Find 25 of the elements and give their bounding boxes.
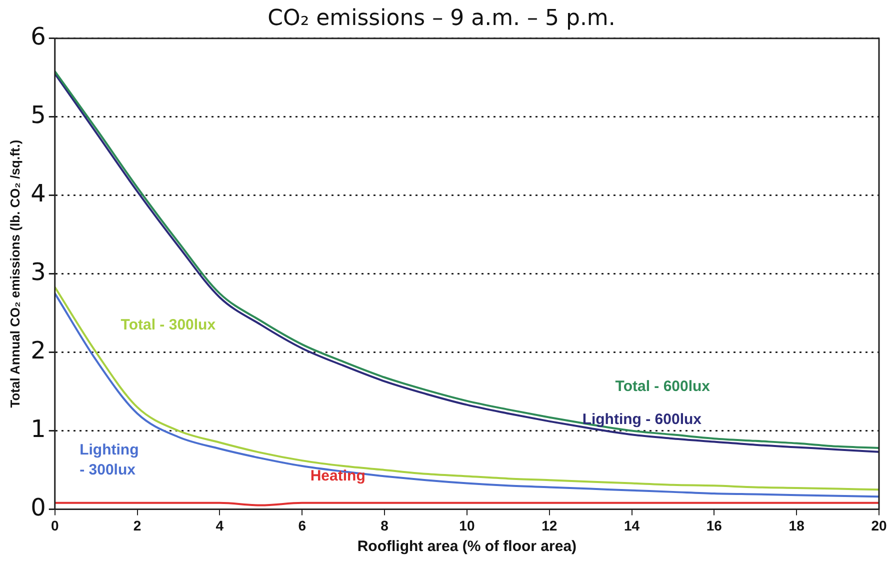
series-label: Lighting - 300lux [80, 441, 139, 478]
text: Total - 300lux [120, 316, 216, 334]
x-tick-label: 2 [133, 517, 142, 534]
y-tick-label: 4 [30, 180, 46, 208]
x-tick-label: 10 [459, 517, 475, 534]
x-tick-label: 16 [706, 517, 722, 534]
y-tick-label: 6 [30, 22, 46, 51]
x-tick-label: 0 [50, 517, 59, 534]
x-axis-title: Rooflight area (% of floor area) [357, 538, 577, 556]
text: Total - 600lux [615, 378, 711, 395]
x-tick-label: 12 [542, 517, 558, 534]
y-axis-title: Total Annual CO₂ emissions (lb. CO₂ /sq.ft.) [7, 140, 22, 408]
y-tick-label: 3 [30, 258, 46, 286]
chart-title: CO₂ emissions – 9 a.m. – 5 p.m. [268, 6, 616, 31]
x-tick-label: 14 [624, 517, 640, 534]
x-tick-label: 4 [216, 517, 224, 534]
series-label: Heating [310, 467, 366, 484]
y-tick-label: 2 [30, 336, 46, 364]
series-label: Lighting - 600lux [582, 410, 702, 428]
y-tick-label: 1 [30, 414, 46, 443]
x-tick-label: 20 [871, 517, 887, 534]
x-tick-label: 8 [380, 517, 389, 534]
y-tick-label: 5 [30, 101, 46, 130]
x-tick-label: 6 [298, 517, 306, 534]
x-tick-label: 18 [788, 517, 805, 534]
